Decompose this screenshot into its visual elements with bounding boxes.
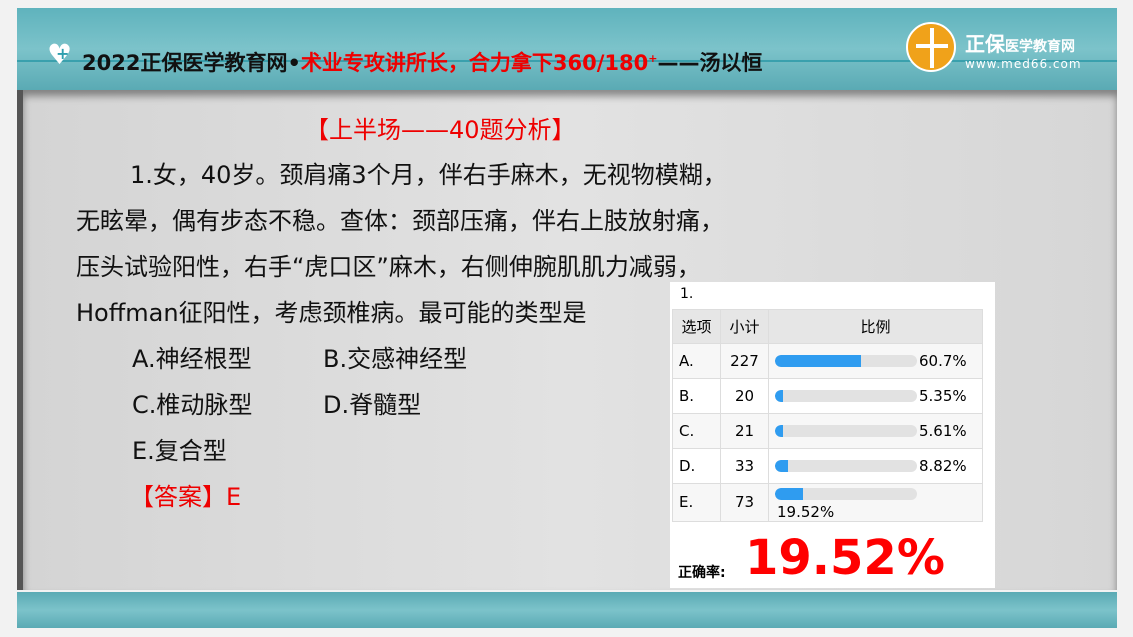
row-option: E. (672, 483, 721, 522)
table-row: A. 227 60.7% (672, 343, 983, 379)
header-count: 小计 (720, 309, 769, 344)
ratio-bar (775, 487, 917, 500)
brand-name: 正保医学教育网 (965, 28, 1075, 57)
option-e: E.复合型 (132, 437, 227, 465)
row-count: 21 (720, 413, 769, 449)
row-ratio: 19.52% (768, 483, 983, 522)
row-count: 227 (720, 343, 769, 379)
question-line: 1.女，40岁。颈肩痛3个月，伴右手麻木，无视物模糊， (130, 161, 727, 189)
option-b: B.交感神经型 (323, 345, 468, 373)
answer: 【答案】E (130, 483, 242, 511)
stats-panel: 1. 选项 小计 比例 A. 227 60.7% B. 20 5.35% C. 21 5.61% D.… (670, 282, 995, 588)
table-row: E. 73 19.52% (672, 483, 983, 522)
ratio-percent: 19.52% (777, 502, 835, 521)
ratio-percent: 5.61% (919, 422, 967, 441)
stats-question-number: 1. (680, 286, 694, 302)
brand-small: 医学教育网 (1005, 39, 1075, 55)
table-row: B. 20 5.35% (672, 378, 983, 414)
ratio-percent: 5.35% (919, 387, 967, 406)
accuracy-label: 正确率: (678, 565, 726, 581)
ratio-bar-fill (775, 390, 783, 403)
question-line: 无眩晕，偶有步态不稳。查体：颈部压痛，伴右上肢放射痛， (76, 207, 724, 235)
row-ratio: 5.61% (768, 413, 983, 449)
header-ratio: 比例 (768, 309, 983, 344)
table-row: D. 33 8.82% (672, 448, 983, 484)
ratio-bar (775, 460, 917, 473)
row-option: C. (672, 413, 721, 449)
row-count: 33 (720, 448, 769, 484)
option-a: A.神经根型 (132, 345, 252, 373)
option-c: C.椎动脉型 (132, 391, 253, 419)
table-row: C. 21 5.61% (672, 413, 983, 449)
title-suffix: ——汤以恒 (657, 51, 763, 75)
option-d: D.脊髓型 (323, 391, 422, 419)
row-ratio: 5.35% (768, 378, 983, 414)
brand-main: 正保 (965, 32, 1005, 56)
question-line: Hoffman征阳性，考虑颈椎病。最可能的类型是 (76, 299, 587, 327)
med66-logo-icon (906, 22, 956, 72)
accuracy-value: 19.52% (745, 530, 945, 586)
ratio-bar-fill (775, 460, 788, 473)
row-ratio: 8.82% (768, 448, 983, 484)
row-option: B. (672, 378, 721, 414)
slide-title: 2022正保医学教育网•术业专攻讲所长，合力拿下360/180+——汤以恒 (82, 47, 762, 77)
row-option: A. (672, 343, 721, 379)
title-red: 术业专攻讲所长，合力拿下360/180 (300, 51, 649, 75)
question-line: 压头试验阳性，右手“虎口区”麻木，右侧伸腕肌肌力减弱， (76, 253, 701, 281)
ratio-percent: 8.82% (919, 457, 967, 476)
ratio-bar-fill (775, 487, 803, 500)
section-title: 【上半场——40题分析】 (305, 116, 576, 144)
row-count: 73 (720, 483, 769, 522)
heart-plus-icon: ♥ + (47, 38, 73, 71)
ratio-bar (775, 355, 917, 368)
ratio-bar-fill (775, 355, 862, 368)
footer-banner (17, 592, 1117, 628)
row-count: 20 (720, 378, 769, 414)
title-prefix: 2022正保医学教育网• (82, 51, 301, 75)
ratio-bar (775, 425, 917, 438)
row-ratio: 60.7% (768, 343, 983, 379)
ratio-bar-fill (775, 425, 783, 438)
stats-table: 选项 小计 比例 A. 227 60.7% B. 20 5.35% C. 21 5.61% D. 33 8… (672, 309, 983, 522)
header-option: 选项 (672, 309, 721, 344)
row-option: D. (672, 448, 721, 484)
title-sup: + (648, 52, 658, 65)
ratio-percent: 60.7% (919, 352, 967, 371)
ratio-bar (775, 390, 917, 403)
brand-url: www.med66.com (965, 57, 1082, 71)
